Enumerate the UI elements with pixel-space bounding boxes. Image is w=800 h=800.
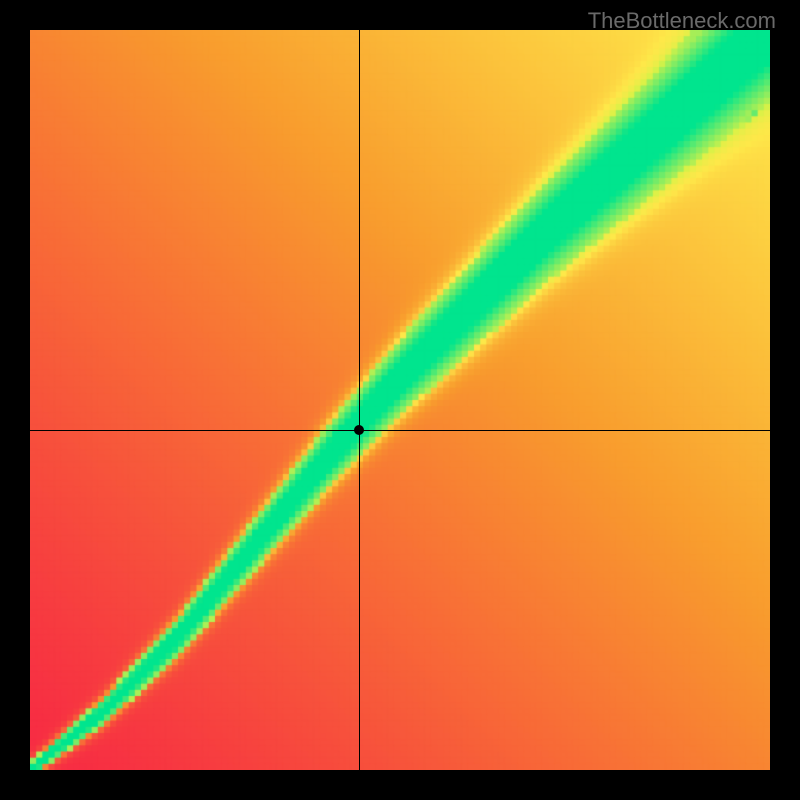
crosshair-vertical	[359, 30, 360, 770]
watermark-text: TheBottleneck.com	[588, 8, 776, 34]
plot-area	[30, 30, 770, 770]
marker-point	[354, 425, 364, 435]
heatmap-canvas	[30, 30, 770, 770]
crosshair-horizontal	[30, 430, 770, 431]
